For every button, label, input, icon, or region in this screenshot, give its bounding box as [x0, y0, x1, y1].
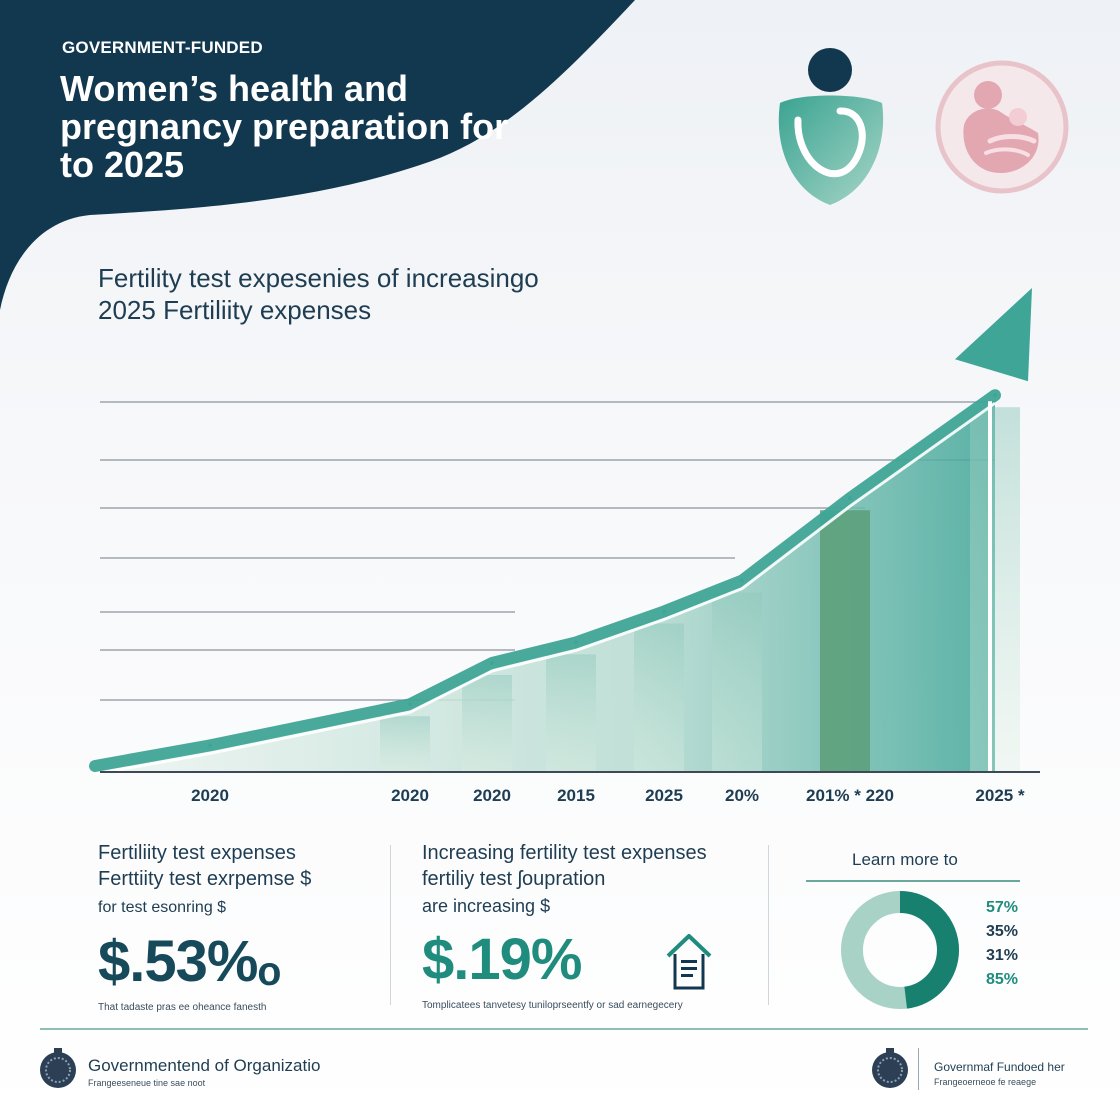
health-shield-icon	[778, 48, 884, 205]
data-bar	[546, 654, 596, 772]
chart-title: Fertility test expesenies of increasingo…	[98, 263, 539, 325]
trend-arrow-head	[955, 288, 1032, 382]
page-title: Women’s health and pregnancy preparation…	[60, 68, 509, 185]
house-document-icon	[666, 934, 712, 990]
mother-child-icon	[935, 60, 1069, 194]
footer-funder-subtitle: Frangeoerneoe fe reaege	[934, 1077, 1037, 1087]
percentage-item: 31%	[986, 947, 1019, 964]
expenses-chart	[89, 288, 1040, 776]
learn-more-underline	[806, 880, 1020, 882]
data-point	[740, 578, 744, 583]
data-bar	[970, 407, 1020, 772]
donut-chart	[841, 891, 959, 1009]
stat-line: fertiliy test ʃoupration	[422, 868, 606, 890]
stat-line: for test esonring $	[98, 899, 227, 916]
percentage-item: 85%	[986, 971, 1019, 988]
x-tick-label: 2020	[191, 786, 229, 805]
percentage-list: 57% 35% 31% 85%	[986, 896, 1018, 992]
data-point	[662, 609, 666, 614]
stat-value: $.19%	[422, 927, 582, 992]
x-tick-label: 2025	[645, 786, 683, 805]
data-bar	[634, 623, 684, 772]
government-seal-icon	[872, 1048, 908, 1088]
stat-card-expenses: Fertiliity test expenses Ferttiity test …	[98, 840, 311, 1013]
data-point	[993, 393, 997, 398]
header-banner	[0, 0, 635, 310]
footer-divider-vertical	[918, 1048, 919, 1090]
trend-highlight	[94, 401, 996, 776]
x-tick-label: 2020	[391, 786, 429, 805]
area-fill	[95, 401, 995, 772]
data-point	[848, 496, 852, 501]
x-tick-label: 2020	[473, 786, 511, 805]
data-point	[490, 661, 494, 665]
data-bar	[462, 675, 512, 772]
data-bar	[380, 716, 430, 772]
stat-value: $.53%ₒ	[98, 929, 281, 994]
footer-organization-name: Governmentend of Organizatio	[88, 1056, 321, 1075]
percentage-item: 57%	[986, 899, 1019, 916]
x-tick-label: 20%	[724, 786, 760, 805]
eyebrow-label: GOVERNMENT-FUNDED	[62, 38, 263, 57]
footer-divider	[40, 1028, 1088, 1030]
data-point	[574, 640, 578, 645]
x-tick-label: 201% * 220	[806, 786, 894, 805]
stat-line: Fertiliity test expenses	[98, 842, 296, 864]
data-point	[208, 743, 212, 748]
data-bar	[712, 592, 762, 772]
stat-card-increasing: Increasing fertility test expenses ferti…	[422, 840, 707, 1011]
stat-line: Ferttiity test exrpemse $	[98, 868, 312, 890]
government-seal-icon	[40, 1048, 76, 1088]
data-point	[408, 702, 412, 707]
footer-subtitle: Frangeeseneue tine sae noot	[88, 1078, 206, 1088]
data-bar	[820, 510, 870, 772]
donut-segment	[841, 891, 959, 1009]
footer-funder-name: Governmaf Fundoed her	[934, 1060, 1065, 1074]
learn-more-label[interactable]: Learn more to	[852, 850, 958, 869]
stat-line: are increasing $	[422, 896, 551, 916]
percentage-item: 35%	[986, 923, 1019, 940]
divider	[768, 845, 769, 1005]
fine-print: That tadaste pras ee oheance fanesth	[98, 1002, 267, 1013]
x-tick-label: 2025 *	[975, 786, 1025, 805]
stat-line: Increasing fertility test expenses	[422, 842, 707, 864]
divider	[390, 845, 391, 1005]
x-tick-label: 2015	[557, 786, 595, 805]
fine-print: Tomplicatees tanvetesy tuniloprseentfy o…	[422, 1000, 683, 1011]
